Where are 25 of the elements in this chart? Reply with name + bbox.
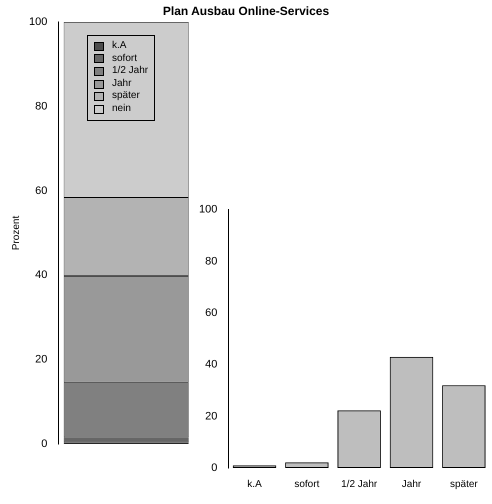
x-tick-label: k.A — [247, 478, 262, 490]
y-tick-label: 100 — [28, 16, 48, 28]
y-tick-label: 40 — [35, 269, 48, 282]
y-tick-label: 80 — [205, 255, 218, 268]
legend-label: k.A — [112, 40, 126, 53]
y-tick-label: 40 — [205, 358, 218, 371]
y-tick-label: 20 — [35, 354, 48, 366]
y-tick-label: 100 — [198, 204, 218, 216]
y-tick-label: 0 — [41, 438, 48, 450]
x-tick-label: 1/2 Jahr — [341, 478, 378, 490]
x-tick-label: sofort — [294, 478, 320, 490]
x-tick-label: Jahr — [402, 478, 422, 490]
y-tick-label: 80 — [35, 100, 48, 112]
y-axis-title: Prozent — [10, 216, 22, 250]
legend-label: 1/2 Jahr — [112, 65, 148, 78]
legend-label: sofort — [112, 52, 138, 66]
y-tick-label: 0 — [211, 462, 218, 474]
legend-label: später — [112, 90, 140, 103]
y-tick-label: 60 — [35, 184, 48, 197]
text: Plan Ausbau Online-Services — [162, 4, 330, 18]
x-tick-label: später — [450, 478, 478, 490]
legend-label: Jahr — [112, 78, 132, 90]
series-label: nein — [112, 102, 131, 116]
y-tick-label: 20 — [205, 410, 218, 422]
y-tick-label: 60 — [205, 306, 218, 319]
